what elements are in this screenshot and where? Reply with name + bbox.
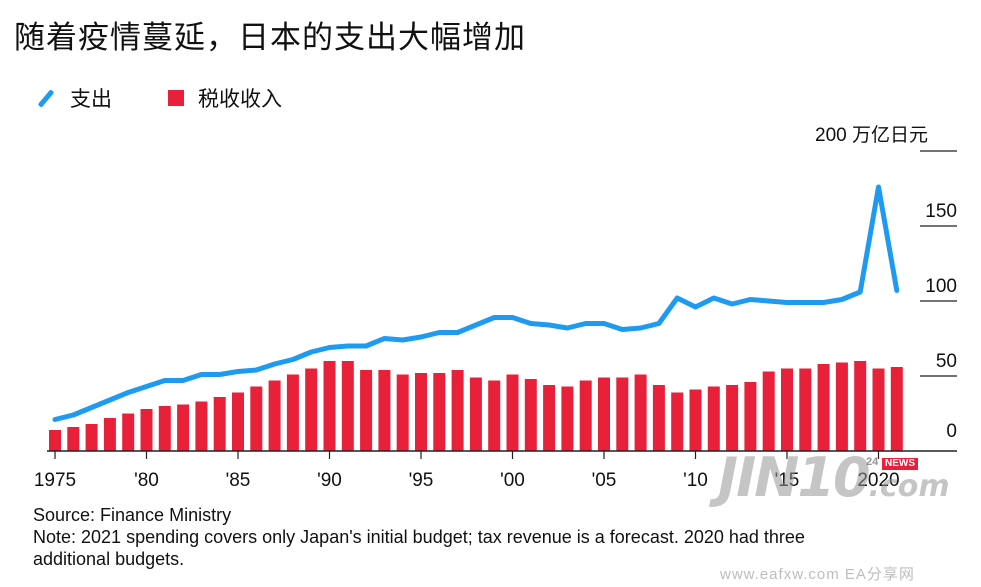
bar-2008 [652,385,665,451]
bar-1997 [451,370,464,451]
legend-item-spending: 支出 [36,83,112,113]
bar-2012 [726,385,739,451]
gridlines: 50 100 150 0 [920,150,957,442]
bar-1983 [195,401,208,451]
bar-2011 [707,386,720,451]
bar-1990 [323,361,336,451]
bar-1978 [103,418,116,451]
watermark-logo-dotcom: .com [868,469,950,504]
legend-label-tax-revenue: 税收收入 [198,88,282,111]
watermark-logo: JIN10.com [718,446,950,509]
bar-1992 [360,370,373,451]
y-axis-unit-label: 200 万亿日元 [815,125,928,146]
tax-revenue-bars [49,361,903,451]
chart-plot-area: 50 100 150 0 1975 '80 '85 '90 '95 '00 '05 '10 '15 20… [34,150,957,491]
footnote-line-1: Note: 2021 spending covers only Japan's … [33,527,805,547]
x-tick-label-1990: '90 [317,470,342,491]
bar-1994 [396,374,409,451]
bar-2019 [854,361,867,451]
bar-1996 [433,373,446,451]
bar-1980 [140,409,153,451]
chart-footer: Source: Finance Ministry Note: 2021 spen… [33,504,933,570]
bar-2017 [817,364,830,451]
watermark-badge-number: 24 [866,456,879,468]
x-tick-label-1995: '95 [409,470,434,491]
bar-1985 [232,392,244,451]
y-tick-label-50: 50 [936,351,957,372]
bar-1979 [122,413,135,451]
bar-2002 [543,385,556,451]
bar-2013 [744,382,757,451]
bar-2001 [524,379,537,451]
bar-2000 [506,374,519,451]
bar-2003 [561,386,574,451]
bar-1981 [158,406,171,451]
x-tick-label-1980: '80 [134,470,159,491]
legend-bar-swatch [168,90,184,106]
x-tick-label-2000: '00 [500,470,525,491]
bar-1976 [67,427,80,451]
watermark-site-text: www.eafxw.com EA分享网 [720,566,915,583]
bar-2007 [634,374,647,451]
bar-2009 [671,392,684,451]
bar-1995 [415,373,427,451]
bar-1986 [250,386,263,451]
y-tick-label-100: 100 [925,276,957,297]
bar-2010 [689,389,702,451]
bar-1988 [286,374,299,451]
bar-2021 [890,367,903,451]
bar-1987 [268,380,281,451]
source-note: Source: Finance Ministry [33,505,232,525]
bar-2018 [835,362,848,451]
spending-line [52,184,900,422]
bar-2006 [616,377,629,451]
chart-legend: 支出 税收收入 [36,84,338,112]
bar-2016 [799,368,812,451]
watermark-logo-text: JIN10 [718,446,871,509]
bar-1975 [49,430,61,451]
bar-1999 [488,380,501,451]
bar-1998 [469,377,482,451]
bar-1989 [305,368,318,451]
bar-2020 [872,368,885,451]
x-tick-label-2020: 2020 [857,470,899,491]
x-tick-label-2015: '15 [775,470,800,491]
bar-2014 [762,371,775,451]
x-axis: 1975 '80 '85 '90 '95 '00 '05 '10 '15 2020 [34,450,957,491]
bar-1977 [85,424,98,451]
x-tick-label-2005: '05 [592,470,617,491]
bar-2004 [579,380,592,451]
y-tick-label-150: 150 [925,201,957,222]
bar-1984 [213,397,226,451]
x-tick-label-2010: '10 [683,470,708,491]
bar-1993 [378,370,391,451]
legend-label-spending: 支出 [70,88,112,111]
bar-2015 [781,368,793,451]
legend-item-tax-revenue: 税收收入 [168,83,282,113]
spending-line-layer [52,184,900,422]
bar-1991 [341,361,354,451]
watermark-news-badge: NEWS [882,458,918,470]
chart-title: 随着疫情蔓延，日本的支出大幅增加 [14,20,526,55]
bar-1982 [177,404,190,451]
x-tick-label-1985: '85 [226,470,251,491]
footnote-line-2: additional budgets. [33,549,185,569]
x-tick-label-1975: 1975 [34,470,76,491]
bar-2005 [598,377,610,451]
y-tick-label-0: 0 [946,421,957,442]
